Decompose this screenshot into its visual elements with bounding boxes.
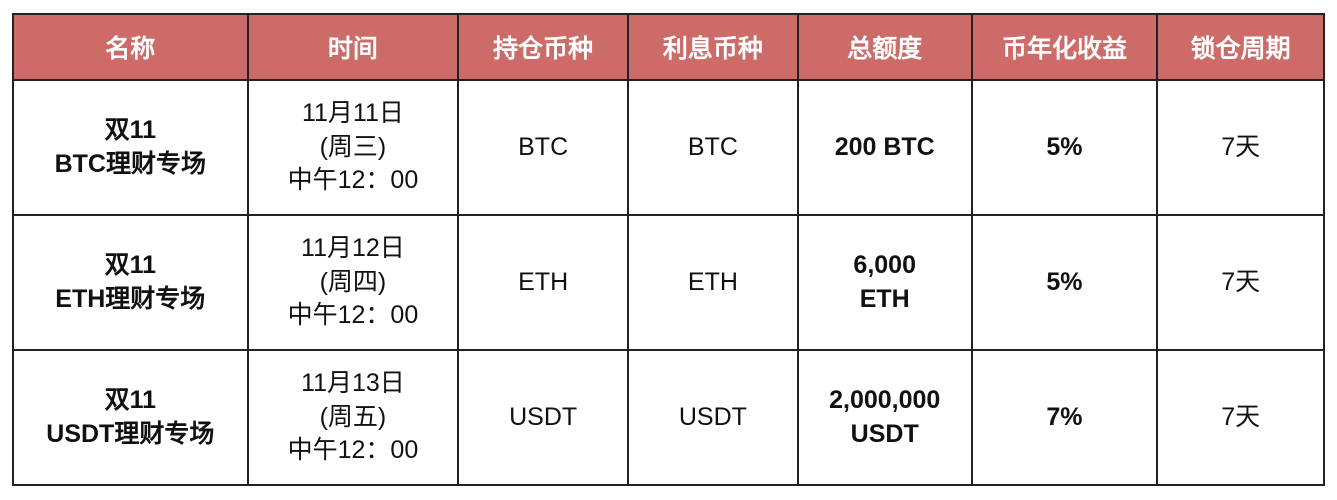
header-name: 名称	[12, 13, 249, 81]
cell-hold-coin: ETH	[457, 214, 630, 351]
cell-lock-period: 7天	[1156, 349, 1325, 486]
header-time: 时间	[246, 13, 460, 81]
table-row: 双11 BTC理财专场 11月11日 (周三) 中午12：00 BTC BTC 200 BTC…	[12, 79, 1325, 216]
header-row: 名称 时间 持仓币种 利息币种 总额度 币年化收益 锁仓周期	[12, 13, 1325, 81]
cell-interest-coin: BTC	[627, 79, 799, 216]
cell-total-line: ETH	[859, 284, 910, 313]
cell-name-line: 双11	[104, 250, 157, 279]
cell-time-line: (周四)	[319, 267, 387, 296]
cell-name-line: BTC理财专场	[54, 149, 206, 178]
cell-time-line: 11月11日	[301, 98, 404, 127]
cell-name-line: 双11	[104, 385, 157, 414]
cell-total-line: 2,000,000	[829, 385, 941, 414]
cell-total-line: 6,000	[853, 250, 916, 279]
cell-interest-coin: ETH	[627, 214, 799, 351]
finance-products-table: 名称 时间 持仓币种 利息币种 总额度 币年化收益 锁仓周期 双11 BTC理财专…	[12, 13, 1325, 486]
cell-hold-coin: BTC	[457, 79, 630, 216]
cell-time: 11月12日 (周四) 中午12：00	[246, 214, 460, 351]
cell-apy: 5%	[970, 214, 1159, 351]
cell-hold-coin: USDT	[457, 349, 630, 486]
cell-name-line: ETH理财专场	[55, 284, 206, 313]
cell-total: 6,000 ETH	[796, 214, 973, 351]
cell-time-line: 中午12：00	[287, 301, 419, 330]
cell-name: 双11 USDT理财专场	[12, 349, 249, 486]
cell-name: 双11 ETH理财专场	[12, 214, 249, 351]
cell-name-line: USDT理财专场	[46, 419, 215, 448]
header-interest-coin: 利息币种	[627, 13, 799, 81]
table-row: 双11 USDT理财专场 11月13日 (周五) 中午12：00 USDT USDT 2,00…	[12, 349, 1325, 486]
cell-time: 11月13日 (周五) 中午12：00	[246, 349, 460, 486]
cell-lock-period: 7天	[1156, 79, 1325, 216]
cell-total-line: USDT	[850, 419, 919, 448]
cell-time: 11月11日 (周三) 中午12：00	[246, 79, 460, 216]
cell-total: 2,000,000 USDT	[796, 349, 973, 486]
cell-time-line: 11月13日	[301, 368, 405, 397]
cell-time-line: 中午12：00	[287, 166, 419, 195]
cell-apy: 7%	[970, 349, 1159, 486]
cell-apy: 5%	[970, 79, 1159, 216]
cell-interest-coin: USDT	[627, 349, 799, 486]
cell-total: 200 BTC	[796, 79, 973, 216]
header-total: 总额度	[796, 13, 973, 81]
cell-lock-period: 7天	[1156, 214, 1325, 351]
cell-time-line: (周五)	[319, 402, 387, 431]
cell-time-line: 11月12日	[301, 233, 405, 262]
header-hold-coin: 持仓币种	[457, 13, 630, 81]
cell-name: 双11 BTC理财专场	[12, 79, 249, 216]
table-row: 双11 ETH理财专场 11月12日 (周四) 中午12：00 ETH ETH 6,000 ET…	[12, 214, 1325, 351]
cell-time-line: (周三)	[319, 132, 387, 161]
cell-time-line: 中午12：00	[287, 436, 419, 465]
cell-total-line: 200 BTC	[834, 132, 935, 161]
header-lock-period: 锁仓周期	[1156, 13, 1325, 81]
cell-name-line: 双11	[104, 115, 157, 144]
header-apy: 币年化收益	[970, 13, 1159, 81]
